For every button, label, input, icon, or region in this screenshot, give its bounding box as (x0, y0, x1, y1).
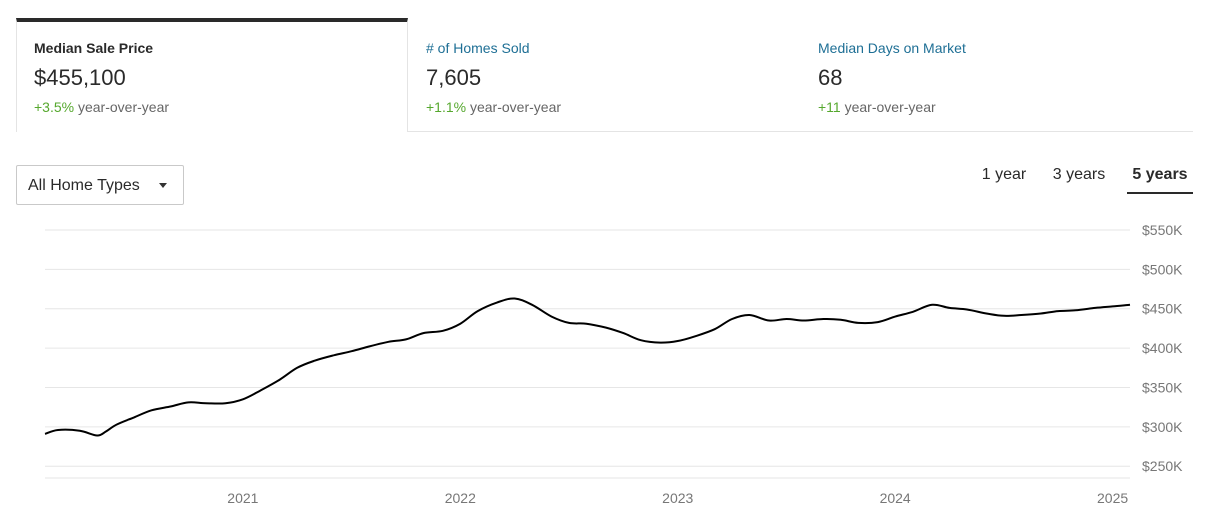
x-tick-label: 2025 (1097, 490, 1128, 506)
tab-median-sale-price[interactable]: Median Sale Price $455,100 +3.5% year-ov… (16, 18, 408, 132)
change-percent: +3.5% (34, 99, 75, 115)
tab-homes-sold[interactable]: # of Homes Sold 7,605 +1.1% year-over-ye… (408, 18, 800, 132)
median-sale-price-chart: $250K $300K $350K $400K $450K $500K $550K 2021 2… (44, 225, 1183, 506)
y-tick-label: $400K (1142, 340, 1183, 356)
y-tick-label: $300K (1142, 419, 1183, 435)
x-tick-label: 2024 (880, 490, 911, 506)
caret-down-icon (159, 183, 167, 188)
tab-change: +1.1% year-over-year (426, 99, 561, 115)
y-tick-label: $350K (1142, 379, 1183, 395)
change-text: year-over-year (844, 99, 936, 115)
change-percent: +11 (818, 99, 841, 115)
home-type-dropdown[interactable]: All Home Types (16, 165, 184, 205)
change-percent: +1.1% (426, 99, 467, 115)
tab-value: 68 (818, 65, 843, 90)
home-type-label: All Home Types (28, 177, 140, 194)
x-tick-label: 2023 (662, 490, 693, 506)
y-tick-label: $500K (1142, 261, 1183, 277)
y-tick-label: $550K (1142, 225, 1183, 238)
y-tick-label: $250K (1142, 458, 1183, 474)
tab-change: +3.5% year-over-year (34, 99, 169, 115)
tab-title: Median Sale Price (34, 40, 154, 56)
x-tick-label: 2021 (227, 490, 258, 506)
tab-median-days-on-market[interactable]: Median Days on Market 68 +11 year-over-y… (800, 18, 1193, 132)
tab-value: $455,100 (34, 65, 126, 90)
tab-change: +11 year-over-year (818, 99, 936, 115)
tab-title: # of Homes Sold (426, 40, 530, 56)
x-tick-label: 2022 (445, 490, 476, 506)
change-text: year-over-year (77, 99, 170, 115)
metric-tabs: Median Sale Price $455,100 +3.5% year-ov… (16, 18, 1193, 132)
tab-value: 7,605 (426, 65, 482, 90)
range-3-years-button[interactable]: 3 years (1052, 166, 1106, 183)
change-text: year-over-year (469, 99, 562, 115)
tab-title: Median Days on Market (818, 40, 966, 56)
price-series-line (44, 297, 1131, 437)
y-tick-label: $450K (1142, 301, 1183, 317)
range-1-year-button[interactable]: 1 year (981, 166, 1027, 183)
range-5-years-button[interactable]: 5 years (1127, 166, 1193, 194)
